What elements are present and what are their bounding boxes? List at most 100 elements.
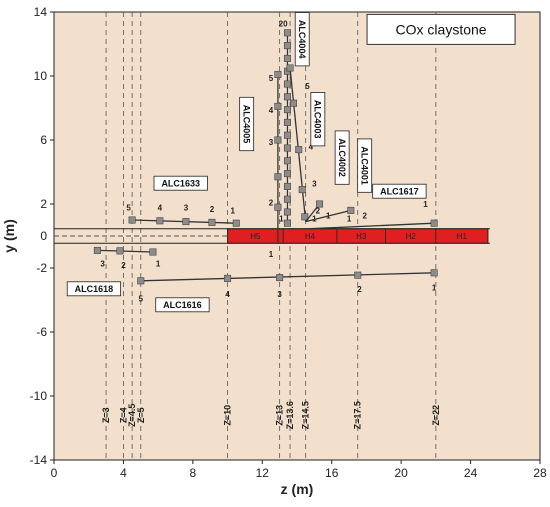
sensor-number: 1 bbox=[347, 215, 352, 224]
y-tick-label: -2 bbox=[36, 261, 47, 275]
tunnel-section: H5 H4 H3 H2 H1 bbox=[54, 228, 490, 244]
sensor-marker bbox=[274, 173, 282, 181]
sensor-number: 2 bbox=[121, 261, 126, 270]
borehole-alc1617: 2 1 ALC1617 bbox=[307, 183, 438, 230]
x-tick-label: 16 bbox=[325, 466, 339, 480]
borehole-alc1633: 5 4 3 2 1 ALC1633 bbox=[126, 175, 240, 227]
y-tick-label: -10 bbox=[30, 389, 48, 403]
borehole-tag: ALC1633 bbox=[153, 175, 208, 191]
borehole-tag: ALC1618 bbox=[66, 281, 122, 297]
borehole-tag: ALC1616 bbox=[155, 297, 210, 313]
borehole-tag-text: ALC4003 bbox=[313, 100, 323, 139]
sensor-number: 20 bbox=[279, 19, 288, 28]
sensor-number: 3 bbox=[277, 290, 282, 299]
sensor-number: 3 bbox=[100, 259, 105, 268]
y-tick-label: 2 bbox=[40, 197, 47, 211]
y-origin-label: 0 bbox=[40, 229, 47, 243]
sensor-marker bbox=[347, 206, 355, 214]
z-line-label: Z=17.5 bbox=[353, 401, 363, 429]
sensor-marker bbox=[354, 271, 362, 279]
sensor-marker bbox=[283, 170, 291, 178]
z-line-label: Z=4 bbox=[118, 407, 128, 423]
sensor-marker bbox=[283, 195, 291, 203]
sensor-marker bbox=[208, 218, 216, 226]
sensor-marker bbox=[301, 213, 309, 221]
z-line-label: Z=13.6 bbox=[285, 401, 295, 429]
sensor-marker bbox=[283, 131, 291, 139]
x-tick-label: 0 bbox=[51, 466, 58, 480]
title-box-frame bbox=[366, 13, 516, 45]
sensor-marker bbox=[274, 102, 282, 110]
tunnel-body bbox=[227, 228, 489, 244]
sensor-number: 1 bbox=[432, 283, 437, 292]
sensor-marker bbox=[116, 247, 124, 255]
borehole-line bbox=[307, 222, 435, 230]
x-tick-label: 4 bbox=[120, 466, 127, 480]
sensor-marker bbox=[295, 146, 303, 154]
z-line-label: Z=13 bbox=[275, 405, 285, 426]
borehole-tag: ALC4002 bbox=[334, 130, 350, 185]
y-tick-label: 10 bbox=[34, 69, 48, 83]
tunnel-section-label: H1 bbox=[457, 232, 468, 241]
borehole-tag-frame bbox=[294, 12, 310, 67]
z-line-label: Z=10 bbox=[223, 405, 233, 426]
sensor-marker bbox=[283, 42, 291, 50]
borehole-line bbox=[140, 272, 435, 282]
borehole-tag: ALC4001 bbox=[357, 138, 373, 193]
tunnel-section-label: H5 bbox=[250, 232, 261, 241]
borehole-tag-frame bbox=[357, 138, 373, 193]
sensor-number: 2 bbox=[316, 207, 321, 216]
sensor-marker bbox=[224, 274, 232, 282]
borehole-tag: ALC1617 bbox=[372, 183, 427, 199]
sensor-marker bbox=[283, 219, 291, 227]
sensor-number: 1 bbox=[279, 215, 284, 224]
borehole-line bbox=[97, 249, 153, 253]
z-line-label: Z=3 bbox=[101, 407, 111, 423]
sensor-marker bbox=[283, 54, 291, 62]
sensor-marker bbox=[286, 64, 294, 72]
title-box: COx claystone bbox=[366, 13, 516, 45]
sensor-number: 1 bbox=[231, 207, 236, 216]
borehole-line bbox=[305, 209, 351, 223]
sensor-marker bbox=[283, 157, 291, 165]
sensor-number: 5 bbox=[305, 82, 310, 91]
y-axis-title: y (m) bbox=[1, 219, 17, 252]
borehole-alc1618: 3 2 1 ALC1618 bbox=[66, 246, 161, 297]
sensor-marker bbox=[149, 248, 157, 256]
borehole-tag-frame bbox=[239, 96, 255, 152]
y-tick-label: -6 bbox=[36, 325, 47, 339]
sensor-marker bbox=[232, 219, 240, 227]
borehole-tag-text: ALC4002 bbox=[337, 138, 347, 177]
sensor-number: 2 bbox=[210, 205, 215, 214]
sensor-marker bbox=[137, 277, 145, 285]
y-tick-label: 14 bbox=[34, 5, 48, 19]
borehole-tag-text: ALC1633 bbox=[161, 179, 200, 189]
sensor-number: 5 bbox=[126, 203, 131, 212]
borehole-tag-text: ALC1617 bbox=[380, 187, 419, 197]
sensor-marker bbox=[128, 216, 136, 224]
borehole-tag-frame bbox=[155, 297, 210, 313]
x-axis-title: z (m) bbox=[281, 481, 314, 497]
x-tick-label: 20 bbox=[394, 466, 408, 480]
sensor-number: 5 bbox=[269, 74, 274, 83]
borehole-tag: ALC4004 bbox=[294, 12, 310, 67]
sensor-marker bbox=[274, 136, 282, 144]
x-tick-label: 8 bbox=[190, 466, 197, 480]
title-box-text: COx claystone bbox=[396, 21, 487, 37]
borehole-line bbox=[289, 67, 307, 222]
sensor-marker bbox=[156, 217, 164, 225]
sensor-number: 1 bbox=[269, 250, 274, 259]
borehole-tag: ALC4005 bbox=[239, 96, 255, 152]
tunnel-section-label: H2 bbox=[406, 232, 417, 241]
z-line-label: Z=4.5 bbox=[127, 404, 137, 427]
sensor-number: 4 bbox=[309, 143, 314, 152]
borehole-tag-frame bbox=[372, 183, 427, 199]
x-tick-label: 12 bbox=[256, 466, 270, 480]
sensor-number: 4 bbox=[158, 203, 163, 212]
tunnel-section-label: H4 bbox=[305, 232, 316, 241]
borehole-tag-frame bbox=[153, 175, 208, 191]
sensor-marker bbox=[283, 144, 291, 152]
tunnel-section-label: H3 bbox=[356, 232, 367, 241]
